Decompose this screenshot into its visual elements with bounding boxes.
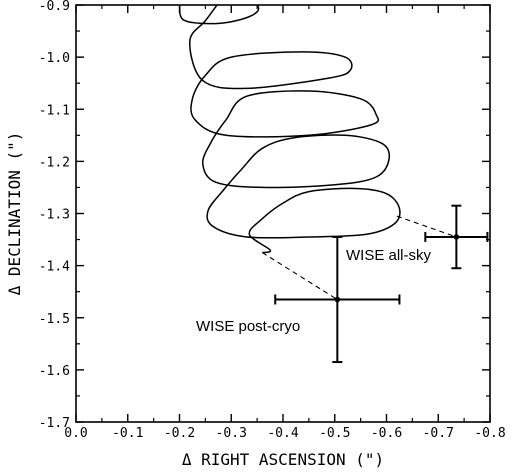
- y-tick-label: -1.6: [39, 364, 70, 379]
- x-tick-label: -0.4: [267, 426, 298, 441]
- x-tick-label: 0.0: [64, 426, 87, 441]
- dashed-links: [262, 215, 457, 300]
- x-axis-title: Δ RIGHT ASCENSION ("): [182, 450, 384, 469]
- y-tick-labels: -0.9 -1.0 -1.1 -1.2 -1.3 -1.4 -1.5 -1.6 -1.7: [39, 0, 70, 431]
- dashed-link: [396, 215, 457, 238]
- parallax-curve: [178, 5, 401, 254]
- y-tick-label: -0.9: [39, 0, 70, 14]
- y-tick-label: -1.7: [39, 416, 70, 431]
- x-tick-label: -0.2: [164, 426, 195, 441]
- x-tick-label: -0.6: [371, 426, 402, 441]
- plot-frame: [75, 4, 491, 423]
- label-wise-post-cryo: WISE post-cryo: [196, 318, 300, 335]
- y-tick-label: -1.2: [39, 155, 70, 170]
- y-tick-label: -1.3: [39, 208, 70, 223]
- point-wise-all-sky-marker: [453, 234, 460, 240]
- y-tick-label: -1.1: [39, 103, 70, 118]
- data-points: [274, 204, 489, 364]
- y-tick-label: -1.5: [39, 312, 70, 327]
- tick-marks: [75, 4, 491, 423]
- dashed-link: [262, 252, 338, 300]
- parallax-curve-path: [178, 5, 401, 254]
- label-wise-all-sky: WISE all-sky: [346, 247, 432, 264]
- x-tick-label: -0.3: [216, 426, 247, 441]
- x-tick-label: -0.1: [112, 426, 143, 441]
- axes-frame: [75, 4, 491, 423]
- x-tick-label: -0.5: [319, 426, 350, 441]
- y-axis-title: Δ DECLINATION ("): [5, 132, 24, 296]
- x-tick-label: -0.8: [474, 426, 505, 441]
- x-tick-labels: 0.0 -0.1 -0.2 -0.3 -0.4 -0.5 -0.6 -0.7 -0.8: [64, 426, 505, 441]
- y-tick-label: -1.4: [39, 260, 70, 275]
- y-tick-label: -1.0: [39, 51, 70, 66]
- point-wise-post-cryo-marker: [334, 296, 341, 303]
- x-tick-label: -0.7: [423, 426, 454, 441]
